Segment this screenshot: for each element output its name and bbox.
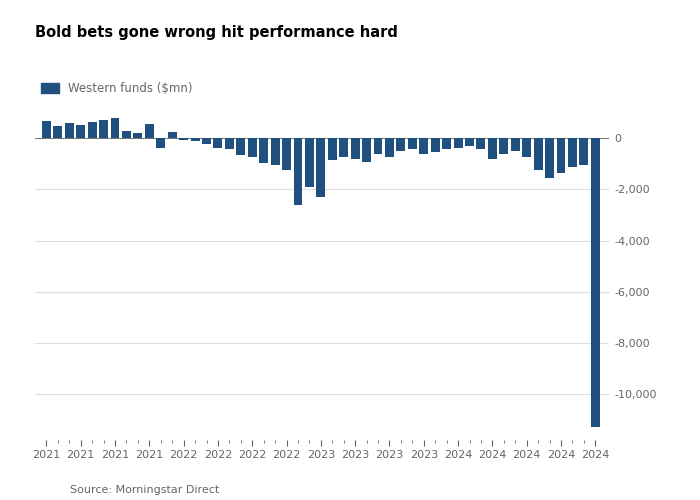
Bar	[88, 122, 97, 138]
Bar	[202, 138, 211, 144]
Bar	[419, 138, 428, 154]
Bar	[442, 138, 451, 149]
Bar	[190, 138, 199, 141]
Bar	[248, 138, 257, 157]
Bar	[568, 138, 577, 167]
Bar	[499, 138, 508, 154]
Bar	[53, 126, 62, 138]
Bar	[65, 124, 74, 138]
Bar	[430, 138, 440, 151]
Bar	[305, 138, 314, 187]
Bar	[351, 138, 360, 160]
Bar	[545, 138, 554, 178]
Bar	[556, 138, 566, 173]
Bar	[328, 138, 337, 160]
Bar	[362, 138, 371, 162]
Bar	[225, 138, 234, 149]
Bar	[145, 124, 154, 138]
Bar	[511, 138, 519, 151]
Bar	[454, 138, 463, 147]
Bar	[179, 138, 188, 140]
Text: Source: Morningstar Direct: Source: Morningstar Direct	[70, 485, 219, 495]
Bar	[168, 132, 176, 138]
Bar	[316, 138, 326, 197]
Bar	[533, 138, 542, 170]
Bar	[385, 138, 394, 157]
Bar	[214, 138, 223, 148]
Bar	[271, 138, 279, 165]
Bar	[99, 120, 108, 139]
Bar	[42, 121, 51, 138]
Bar	[477, 138, 485, 149]
Bar	[76, 125, 85, 138]
Bar	[282, 138, 291, 170]
Bar	[237, 138, 245, 154]
Bar	[408, 138, 416, 149]
Bar	[374, 138, 382, 154]
Bar	[259, 138, 268, 162]
Bar	[591, 138, 600, 427]
Bar	[522, 138, 531, 157]
Bar	[156, 138, 165, 148]
Bar	[580, 138, 588, 165]
Bar	[122, 131, 131, 138]
Bar	[111, 118, 120, 139]
Bar	[465, 138, 474, 146]
Bar	[340, 138, 348, 157]
Bar	[134, 134, 142, 138]
Legend: Western funds ($mn): Western funds ($mn)	[41, 82, 192, 95]
Bar	[396, 138, 405, 151]
Bar	[488, 138, 497, 160]
Bar	[293, 138, 302, 205]
Text: Bold bets gone wrong hit performance hard: Bold bets gone wrong hit performance har…	[35, 26, 398, 40]
